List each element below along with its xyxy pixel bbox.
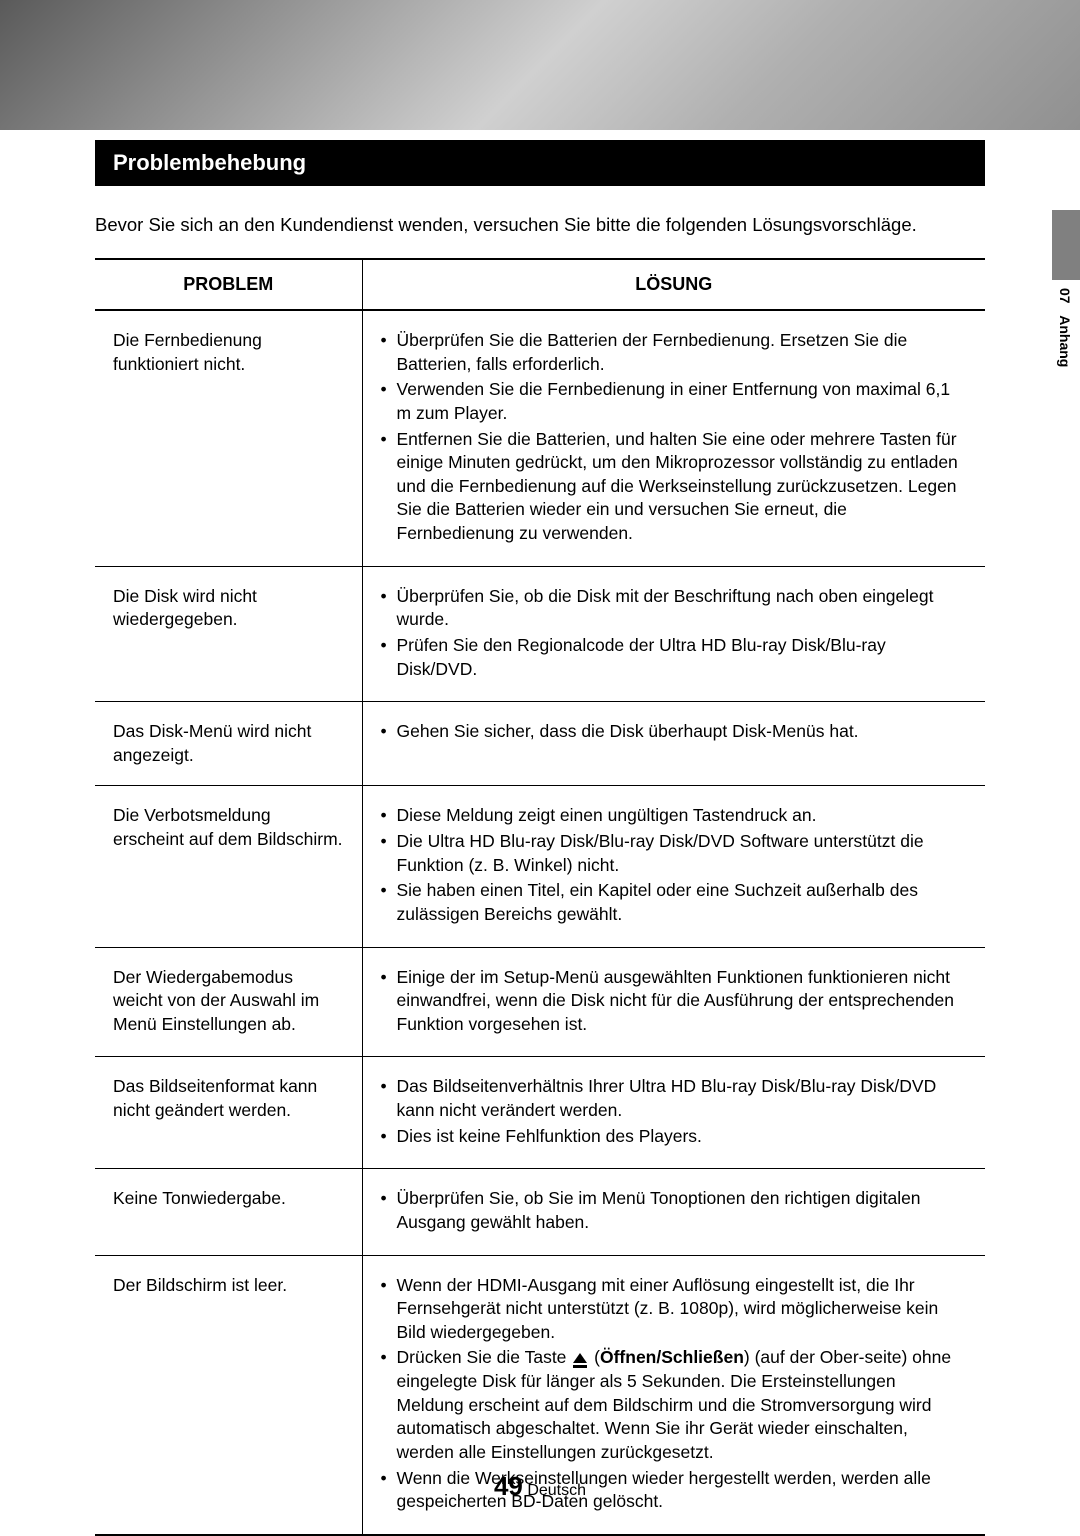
footer-lang: Deutsch (527, 1482, 586, 1499)
solution-item: Überprüfen Sie die Batterien der Fernbed… (381, 329, 968, 376)
table-row: Die Disk wird nicht wiedergegeben. Überpr… (95, 566, 985, 702)
solution-item: Verwenden Sie die Fernbedienung in einer… (381, 378, 968, 425)
troubleshooting-table: PROBLEM LÖSUNG Die Fernbedienung funktio… (95, 258, 985, 1536)
footer: 49 Deutsch (0, 1471, 1080, 1502)
solution-item: Prüfen Sie den Regionalcode der Ultra HD… (381, 634, 968, 681)
problem-cell: Die Disk wird nicht wiedergegeben. (95, 566, 362, 702)
table-row: Keine Tonwiedergabe. Überprüfen Sie, ob S… (95, 1169, 985, 1255)
solution-list: Einige der im Setup-Menü ausgewählten Fu… (381, 966, 968, 1037)
intro-text: Bevor Sie sich an den Kundendienst wende… (95, 214, 985, 236)
solution-item: Entfernen Sie die Batterien, und halten … (381, 428, 968, 546)
bold-label: Öffnen/Schließen (600, 1347, 744, 1367)
solution-list: Gehen Sie sicher, dass die Disk überhaup… (381, 720, 968, 744)
header-gradient (0, 0, 1080, 130)
problem-cell: Die Fernbedienung funktioniert nicht. (95, 310, 362, 566)
page-number: 49 (494, 1471, 523, 1501)
header-solution: LÖSUNG (362, 259, 985, 310)
solution-cell: Gehen Sie sicher, dass die Disk überhaup… (362, 702, 985, 786)
section-title: Problembehebung (95, 140, 985, 186)
solution-item: Wenn der HDMI-Ausgang mit einer Auflösun… (381, 1274, 968, 1345)
solution-cell: Überprüfen Sie, ob die Disk mit der Besc… (362, 566, 985, 702)
chapter-number: 07 (1057, 288, 1073, 304)
solution-list: Überprüfen Sie, ob Sie im Menü Tonoption… (381, 1187, 968, 1234)
solution-list: Diese Meldung zeigt einen ungültigen Tas… (381, 804, 968, 926)
problem-cell: Das Disk-Menü wird nicht angezeigt. (95, 702, 362, 786)
problem-cell: Die Verbotsmeldung erscheint auf dem Bil… (95, 786, 362, 947)
solution-cell: Einige der im Setup-Menü ausgewählten Fu… (362, 947, 985, 1057)
side-tab-marker (1052, 210, 1080, 280)
table-body: Die Fernbedienung funktioniert nicht. Übe… (95, 310, 985, 1535)
solution-list: Das Bildseitenverhältnis Ihrer Ultra HD … (381, 1075, 968, 1148)
solution-item: Drücken Sie die Taste (Öffnen/Schließen)… (381, 1346, 968, 1464)
table-row: Die Fernbedienung funktioniert nicht. Übe… (95, 310, 985, 566)
table-row: Das Bildseitenformat kann nicht geändert… (95, 1057, 985, 1169)
side-tab: 07 Anhang (1050, 210, 1080, 372)
solution-item: Überprüfen Sie, ob Sie im Menü Tonoption… (381, 1187, 968, 1234)
solution-item: Gehen Sie sicher, dass die Disk überhaup… (381, 720, 968, 744)
problem-cell: Das Bildseitenformat kann nicht geändert… (95, 1057, 362, 1169)
table-row: Die Verbotsmeldung erscheint auf dem Bil… (95, 786, 985, 947)
solution-item: Sie haben einen Titel, ein Kapitel oder … (381, 879, 968, 926)
eject-icon (573, 1353, 587, 1363)
solution-item: Die Ultra HD Blu-ray Disk/Blu-ray Disk/D… (381, 830, 968, 877)
solution-item: Dies ist keine Fehlfunktion des Players. (381, 1125, 968, 1149)
solution-item: Das Bildseitenverhältnis Ihrer Ultra HD … (381, 1075, 968, 1122)
table-row: Das Disk-Menü wird nicht angezeigt. Gehen… (95, 702, 985, 786)
problem-cell: Keine Tonwiedergabe. (95, 1169, 362, 1255)
table-row: Der Wiedergabemodus weicht von der Auswa… (95, 947, 985, 1057)
solution-cell: Das Bildseitenverhältnis Ihrer Ultra HD … (362, 1057, 985, 1169)
solution-list: Überprüfen Sie, ob die Disk mit der Besc… (381, 585, 968, 682)
solution-item: Überprüfen Sie, ob die Disk mit der Besc… (381, 585, 968, 632)
problem-cell: Der Wiedergabemodus weicht von der Auswa… (95, 947, 362, 1057)
side-tab-text: 07 Anhang (1057, 288, 1073, 367)
solution-list: Überprüfen Sie die Batterien der Fernbed… (381, 329, 968, 546)
main-content: Problembehebung Bevor Sie sich an den Ku… (95, 140, 985, 1536)
solution-item: Diese Meldung zeigt einen ungültigen Tas… (381, 804, 968, 828)
solution-cell: Überprüfen Sie, ob Sie im Menü Tonoption… (362, 1169, 985, 1255)
chapter-label: Anhang (1057, 315, 1073, 367)
solution-item: Einige der im Setup-Menü ausgewählten Fu… (381, 966, 968, 1037)
solution-cell: Diese Meldung zeigt einen ungültigen Tas… (362, 786, 985, 947)
header-problem: PROBLEM (95, 259, 362, 310)
solution-cell: Überprüfen Sie die Batterien der Fernbed… (362, 310, 985, 566)
